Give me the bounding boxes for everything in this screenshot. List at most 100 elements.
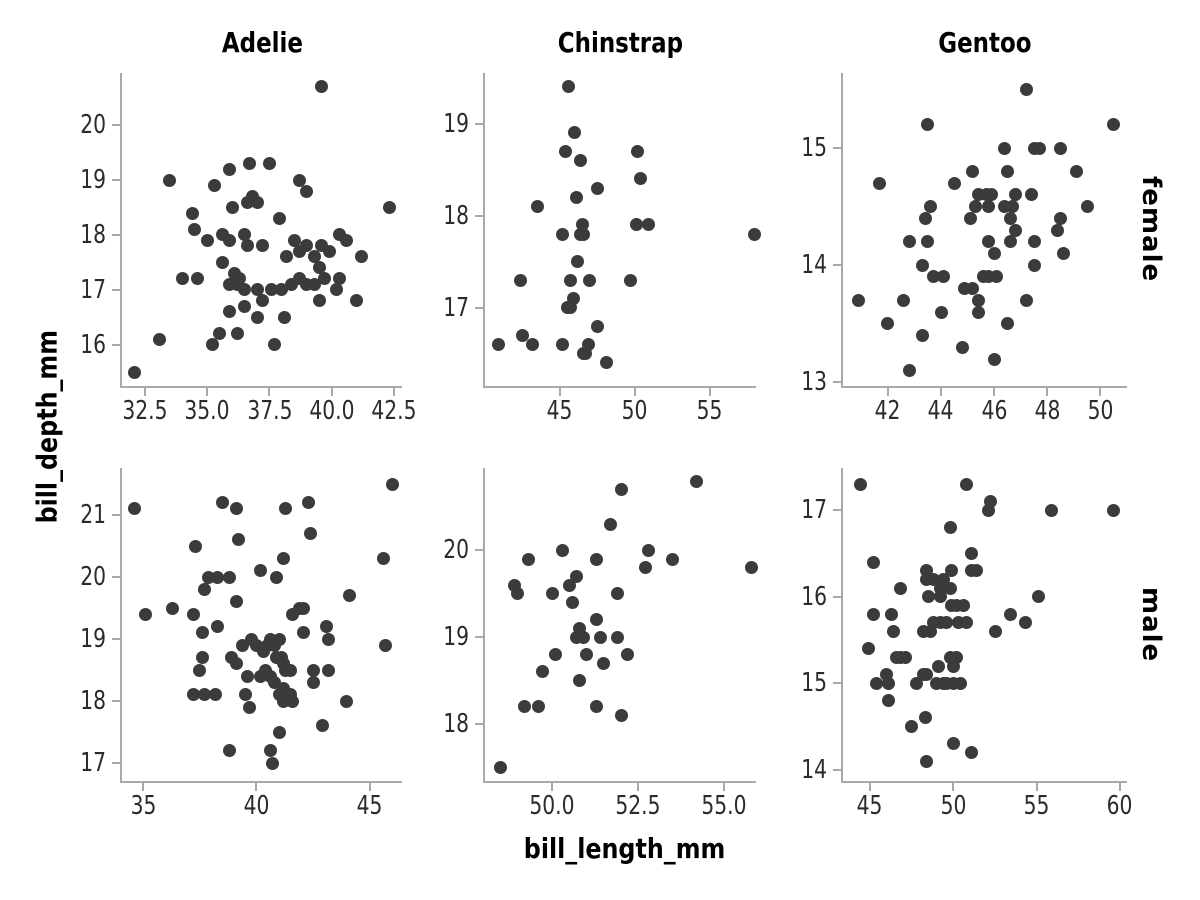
data-point: [940, 616, 954, 630]
data-point: [378, 638, 392, 652]
data-point: [988, 624, 1002, 638]
data-point: [593, 630, 607, 644]
y-axis-spine: [483, 73, 485, 388]
y-tick-mark: [475, 549, 483, 552]
data-point: [195, 626, 209, 640]
data-point: [230, 327, 244, 341]
data-point: [526, 338, 540, 352]
x-axis-spine: [841, 386, 1127, 388]
y-axis-spine: [120, 73, 122, 388]
data-point: [921, 590, 935, 604]
data-point: [340, 694, 354, 708]
data-point: [945, 564, 959, 578]
y-axis-label: bill_depth_mm: [30, 329, 64, 524]
data-point: [861, 642, 875, 656]
y-tick-mark: [475, 636, 483, 639]
x-tick-label: 35.0: [184, 396, 230, 426]
x-tick-mark: [723, 783, 726, 791]
data-point: [250, 283, 264, 297]
data-point: [885, 607, 899, 621]
data-point: [272, 725, 286, 739]
data-point: [965, 547, 979, 561]
data-point: [521, 552, 535, 566]
data-point: [240, 195, 254, 209]
data-point: [923, 200, 937, 214]
data-point: [998, 141, 1012, 155]
y-tick-label: 17: [801, 495, 827, 526]
data-point: [599, 356, 613, 370]
data-point: [1003, 211, 1017, 225]
data-point: [320, 620, 334, 634]
data-point: [573, 673, 587, 687]
y-axis-spine: [841, 73, 843, 388]
data-point: [240, 669, 254, 683]
y-tick-mark: [833, 264, 841, 267]
y-tick-label: 21: [80, 500, 106, 531]
data-point: [297, 626, 311, 640]
y-tick-mark: [112, 762, 120, 765]
data-point: [330, 283, 344, 297]
x-tick-mark: [952, 783, 955, 791]
data-point: [614, 483, 628, 497]
data-point: [350, 294, 364, 308]
y-tick-mark: [833, 768, 841, 771]
data-point: [562, 80, 576, 94]
y-tick-label: 14: [801, 754, 827, 785]
data-point: [897, 293, 911, 307]
data-point: [532, 699, 546, 713]
data-point: [946, 659, 960, 673]
data-point: [243, 700, 257, 714]
data-point: [317, 272, 331, 286]
y-tick-label: 16: [801, 581, 827, 612]
y-tick-mark: [112, 514, 120, 517]
data-point: [966, 164, 980, 178]
data-point: [990, 270, 1004, 284]
x-tick-mark: [368, 783, 371, 791]
data-point: [982, 200, 996, 214]
x-tick-label: 55: [697, 396, 723, 426]
y-tick-mark: [475, 722, 483, 725]
data-point: [1000, 317, 1014, 331]
data-point: [971, 305, 985, 319]
data-point: [292, 173, 306, 187]
data-point: [881, 694, 895, 708]
data-point: [583, 273, 597, 287]
data-point: [563, 301, 577, 315]
data-point: [559, 144, 573, 158]
y-tick-label: 15: [801, 668, 827, 699]
x-axis-spine: [120, 781, 402, 783]
data-point: [969, 200, 983, 214]
data-point: [306, 663, 320, 677]
data-point: [915, 329, 929, 343]
data-point: [1019, 293, 1033, 307]
data-point: [231, 533, 245, 547]
x-tick-label: 46: [981, 396, 1008, 426]
data-point: [577, 347, 591, 361]
data-point: [175, 272, 189, 286]
data-point: [163, 173, 177, 187]
data-point: [240, 239, 254, 253]
data-point: [243, 157, 257, 171]
data-point: [297, 601, 311, 615]
data-point: [568, 126, 582, 140]
x-tick-label: 52.5: [615, 791, 661, 821]
x-tick-mark: [1046, 388, 1049, 396]
x-tick-label: 55: [1023, 791, 1050, 821]
y-tick-label: 18: [443, 708, 469, 739]
y-tick-mark: [112, 576, 120, 579]
data-point: [933, 590, 947, 604]
data-point: [574, 227, 588, 241]
x-tick-mark: [551, 783, 554, 791]
data-point: [556, 227, 570, 241]
y-axis-spine: [841, 468, 843, 783]
x-tick-label: 45: [547, 396, 573, 426]
data-point: [956, 598, 970, 612]
data-point: [1027, 235, 1041, 249]
data-point: [197, 688, 211, 702]
data-point: [921, 235, 935, 249]
strip-label-female: female: [1136, 176, 1166, 283]
data-point: [302, 496, 316, 510]
y-tick-mark: [833, 147, 841, 150]
data-point: [376, 551, 390, 565]
data-point: [985, 188, 998, 202]
